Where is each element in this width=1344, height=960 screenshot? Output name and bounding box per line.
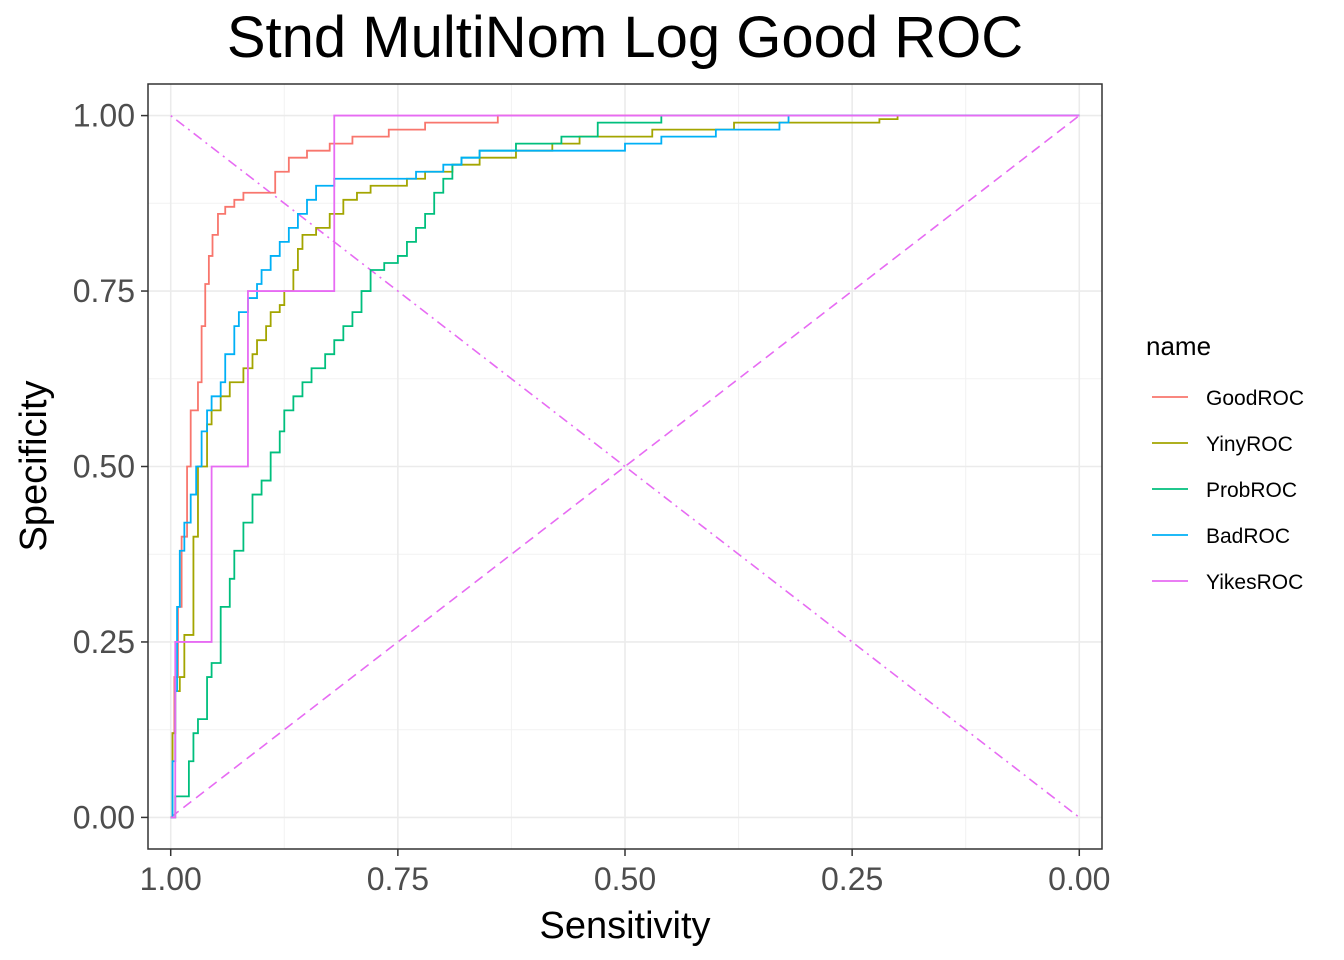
y-tick-label: 0.75 bbox=[73, 273, 135, 309]
y-axis-title: Specificity bbox=[13, 380, 55, 551]
x-tick-label: 0.25 bbox=[821, 861, 883, 897]
x-axis: 1.00 0.75 0.50 0.25 0.00 bbox=[140, 849, 1110, 897]
legend-title: name bbox=[1146, 331, 1211, 361]
legend-label-badroc: BadROC bbox=[1206, 525, 1290, 548]
x-tick-label: 1.00 bbox=[140, 861, 202, 897]
y-tick-label: 0.50 bbox=[73, 449, 135, 485]
series-line-yikesroc bbox=[170, 114, 1080, 819]
x-axis-title: Sensitivity bbox=[539, 905, 710, 947]
reference-lines bbox=[170, 114, 1080, 819]
series-lines bbox=[170, 114, 1080, 819]
x-tick-label: 0.75 bbox=[367, 861, 429, 897]
y-tick-label: 0.25 bbox=[73, 624, 135, 660]
series-line-goodroc bbox=[170, 114, 1080, 819]
legend-label-probroc: ProbROC bbox=[1206, 479, 1297, 502]
series-line-badroc bbox=[170, 114, 1080, 819]
x-tick-label: 0.00 bbox=[1048, 861, 1110, 897]
legend: name GoodROC YinyROC ProbROC BadROC YikesROC bbox=[1146, 331, 1304, 594]
y-tick-label: 1.00 bbox=[73, 98, 135, 134]
legend-items: GoodROC YinyROC ProbROC BadROC YikesROC bbox=[1152, 387, 1304, 594]
chart-title: Stnd MultiNom Log Good ROC bbox=[227, 5, 1023, 70]
legend-label-goodroc: GoodROC bbox=[1206, 387, 1304, 410]
x-tick-label: 0.50 bbox=[594, 861, 656, 897]
y-axis: 0.00 0.25 0.50 0.75 1.00 bbox=[73, 98, 148, 835]
plot-area bbox=[147, 83, 1103, 850]
legend-label-yikesroc: YikesROC bbox=[1206, 571, 1303, 594]
reference-line-dotdash bbox=[170, 114, 1080, 819]
y-tick-label: 0.00 bbox=[73, 799, 135, 835]
legend-label-yinyroc: YinyROC bbox=[1206, 433, 1293, 456]
